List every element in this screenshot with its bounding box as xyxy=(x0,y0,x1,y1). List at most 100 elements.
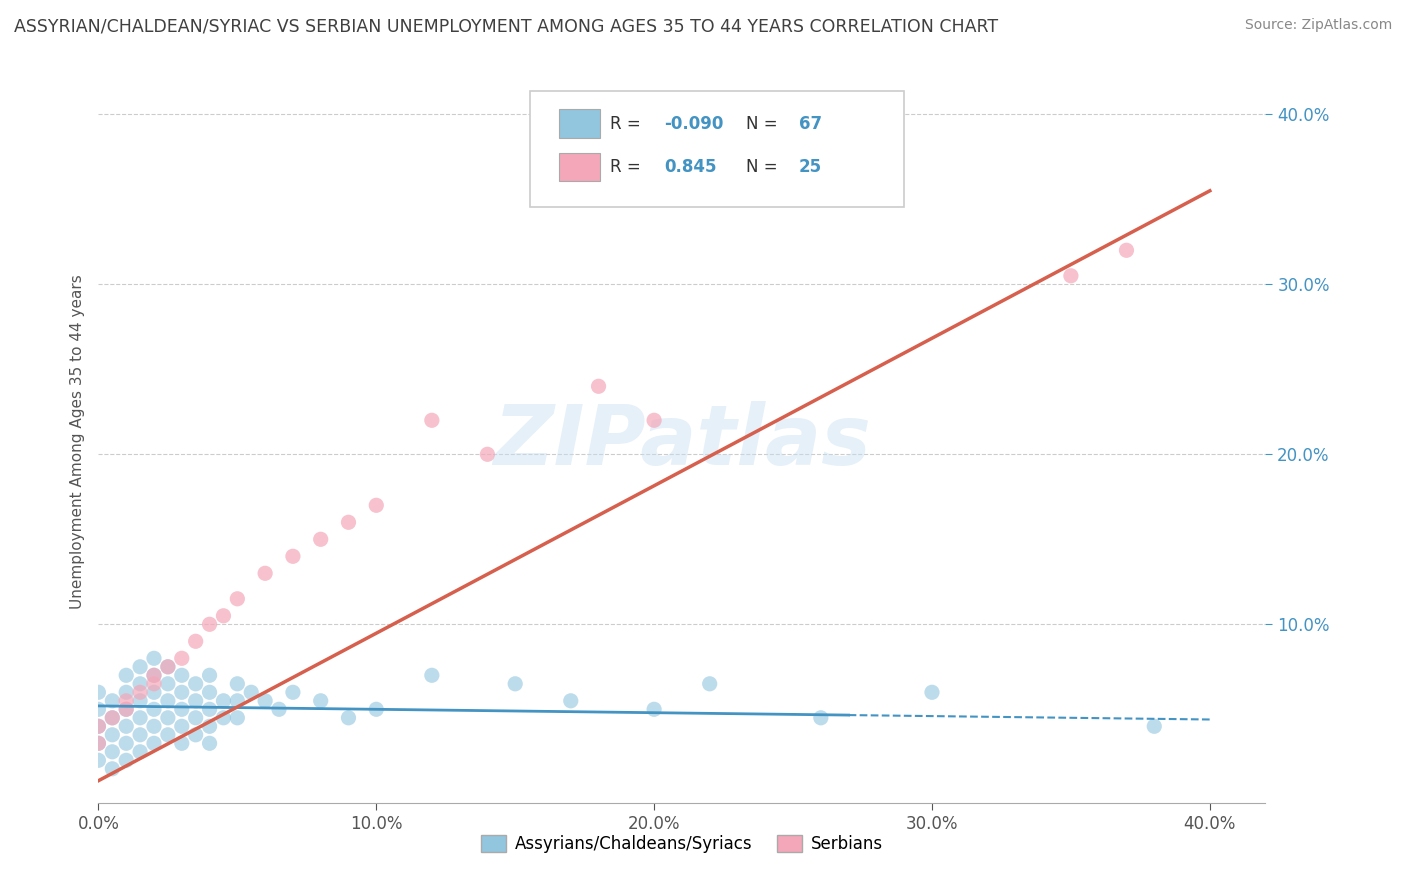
Point xyxy=(810,711,832,725)
Point xyxy=(143,719,166,733)
Text: 67: 67 xyxy=(799,115,821,133)
Point xyxy=(198,668,221,682)
Point xyxy=(115,736,138,750)
Point xyxy=(170,685,193,699)
FancyBboxPatch shape xyxy=(560,109,600,138)
Text: R =: R = xyxy=(610,158,645,176)
Point xyxy=(129,685,152,699)
Point xyxy=(143,736,166,750)
Text: 25: 25 xyxy=(799,158,821,176)
Point xyxy=(588,379,610,393)
FancyBboxPatch shape xyxy=(530,91,904,207)
Point xyxy=(156,711,179,725)
Point xyxy=(184,634,207,648)
Point xyxy=(226,694,249,708)
Point xyxy=(156,660,179,674)
Point xyxy=(198,617,221,632)
Point xyxy=(115,753,138,767)
Point xyxy=(170,702,193,716)
Point xyxy=(212,608,235,623)
Point xyxy=(156,728,179,742)
Point xyxy=(143,685,166,699)
Point xyxy=(87,685,110,699)
Point xyxy=(156,660,179,674)
Point xyxy=(198,685,221,699)
Point xyxy=(129,728,152,742)
Point xyxy=(560,694,582,708)
Point xyxy=(477,447,499,461)
Point xyxy=(643,413,665,427)
FancyBboxPatch shape xyxy=(560,153,600,181)
Point xyxy=(129,677,152,691)
Point xyxy=(115,719,138,733)
Point xyxy=(281,549,304,564)
Point xyxy=(101,694,124,708)
Text: N =: N = xyxy=(747,115,783,133)
Text: ZIPatlas: ZIPatlas xyxy=(494,401,870,482)
Point xyxy=(1143,719,1166,733)
Point xyxy=(87,702,110,716)
Point xyxy=(129,694,152,708)
Point xyxy=(337,516,360,530)
Point xyxy=(184,711,207,725)
Point xyxy=(143,702,166,716)
Point xyxy=(267,702,290,716)
Point xyxy=(156,677,179,691)
Point xyxy=(170,651,193,665)
Point xyxy=(366,702,388,716)
Point xyxy=(212,711,235,725)
Point xyxy=(198,736,221,750)
Point xyxy=(143,668,166,682)
Point xyxy=(143,668,166,682)
Text: 0.845: 0.845 xyxy=(665,158,717,176)
Point xyxy=(420,668,443,682)
Point xyxy=(87,719,110,733)
Point xyxy=(156,694,179,708)
Point xyxy=(87,753,110,767)
Point xyxy=(129,745,152,759)
Point xyxy=(143,677,166,691)
Point xyxy=(115,685,138,699)
Point xyxy=(115,668,138,682)
Y-axis label: Unemployment Among Ages 35 to 44 years: Unemployment Among Ages 35 to 44 years xyxy=(69,274,84,609)
Point xyxy=(115,702,138,716)
Point xyxy=(1115,244,1137,258)
Point xyxy=(503,677,526,691)
Point xyxy=(212,694,235,708)
Point xyxy=(87,719,110,733)
Point xyxy=(1060,268,1083,283)
Legend: Assyrians/Chaldeans/Syriacs, Serbians: Assyrians/Chaldeans/Syriacs, Serbians xyxy=(475,828,889,860)
Point xyxy=(184,677,207,691)
Text: N =: N = xyxy=(747,158,783,176)
Point xyxy=(226,591,249,606)
Point xyxy=(254,566,277,581)
Point xyxy=(309,533,332,547)
Point xyxy=(87,736,110,750)
Point xyxy=(101,745,124,759)
Point xyxy=(309,694,332,708)
Point xyxy=(170,668,193,682)
Point xyxy=(337,711,360,725)
Point xyxy=(101,711,124,725)
Point xyxy=(198,719,221,733)
Point xyxy=(170,736,193,750)
Point xyxy=(366,498,388,512)
Text: R =: R = xyxy=(610,115,645,133)
Point xyxy=(254,694,277,708)
Point xyxy=(226,677,249,691)
Point xyxy=(281,685,304,699)
Point xyxy=(240,685,263,699)
Point xyxy=(87,736,110,750)
Text: -0.090: -0.090 xyxy=(665,115,724,133)
Point xyxy=(420,413,443,427)
Point xyxy=(643,702,665,716)
Text: Source: ZipAtlas.com: Source: ZipAtlas.com xyxy=(1244,18,1392,32)
Point xyxy=(129,711,152,725)
Point xyxy=(101,728,124,742)
Point xyxy=(226,711,249,725)
Point xyxy=(115,702,138,716)
Point xyxy=(101,711,124,725)
Point xyxy=(699,677,721,691)
Text: ASSYRIAN/CHALDEAN/SYRIAC VS SERBIAN UNEMPLOYMENT AMONG AGES 35 TO 44 YEARS CORRE: ASSYRIAN/CHALDEAN/SYRIAC VS SERBIAN UNEM… xyxy=(14,18,998,36)
Point xyxy=(170,719,193,733)
